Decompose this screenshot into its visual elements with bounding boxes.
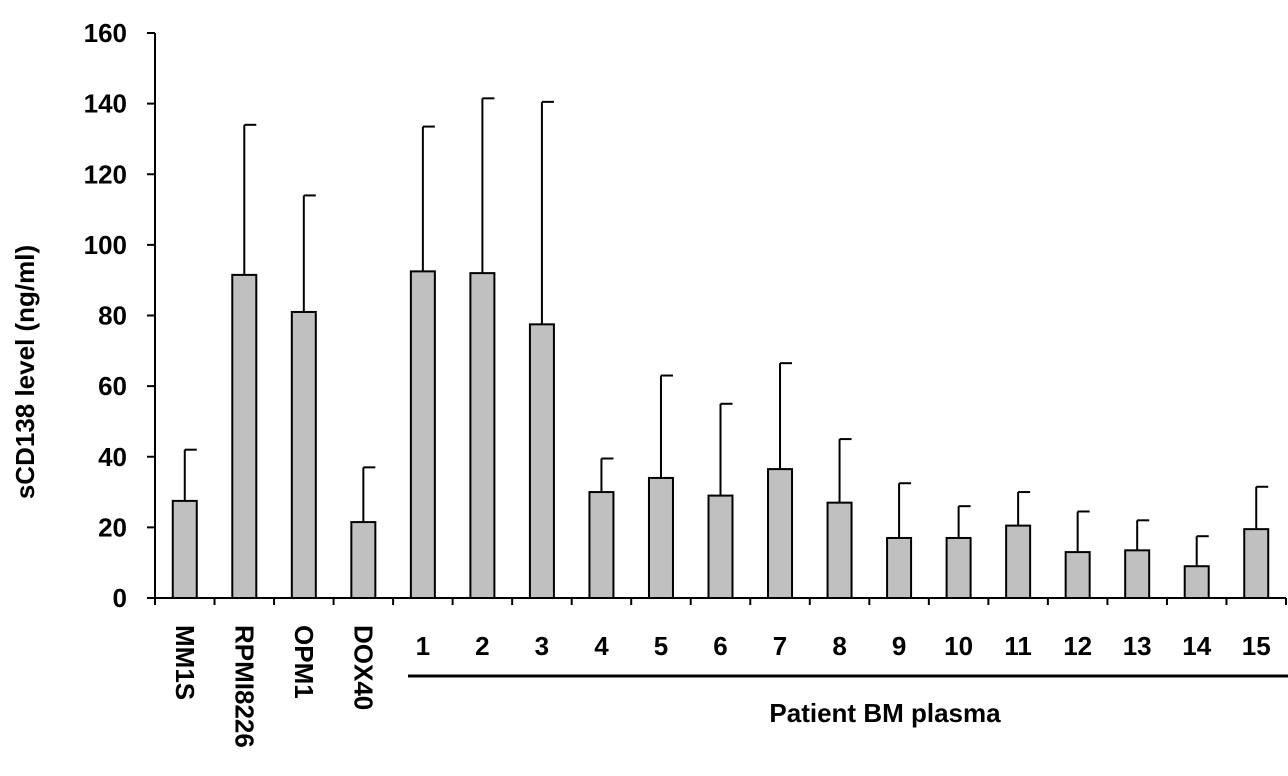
bar: [647, 476, 674, 599]
bar: [588, 491, 615, 599]
y-tick-label: 0: [113, 583, 127, 613]
x-category-label: 13: [1123, 631, 1152, 661]
bar: [1005, 524, 1032, 599]
y-tick-label: 80: [98, 301, 127, 331]
bar: [1183, 565, 1210, 599]
y-tick-label: 60: [98, 371, 127, 401]
x-category-label: 11: [1004, 631, 1032, 661]
bar: [409, 270, 436, 599]
x-category-label: 4: [594, 631, 609, 661]
bar: [1243, 528, 1270, 599]
x-axis: MM1S RPMI8226 OPM1 DOX40 1 2 3 4 5 6 7 8 9 10 11 12 13 14…: [154, 597, 1287, 748]
x-category-label: RPMI8226: [229, 625, 259, 748]
y-tick-label: 140: [84, 89, 127, 119]
bar: [469, 272, 496, 599]
patient-group-label: Patient BM plasma: [769, 698, 1001, 728]
y-tick-label: 160: [84, 18, 127, 48]
bar: [350, 521, 377, 599]
y-tick-label: 100: [84, 230, 127, 260]
bar: [767, 468, 794, 599]
x-category-label: 1: [416, 631, 430, 661]
y-tick-label: 120: [84, 159, 127, 189]
bar: [1064, 551, 1091, 599]
bar: [528, 323, 555, 599]
bars-group: [171, 97, 1270, 599]
x-category-label: OPM1: [289, 625, 319, 699]
bar: [231, 273, 258, 599]
x-category-label: MM1S: [170, 625, 200, 700]
x-category-label: 6: [713, 631, 727, 661]
x-category-label: 9: [892, 631, 906, 661]
bar: [707, 494, 734, 599]
x-category-label: 15: [1242, 631, 1271, 661]
bar: [886, 536, 913, 599]
x-category-label: 8: [832, 631, 846, 661]
bar: [171, 499, 198, 599]
y-axis: 0 20 40 60 80 100 120 140 160: [84, 18, 156, 613]
y-axis-title: sCD138 level (ng/ml): [10, 245, 40, 499]
x-category-label: 7: [773, 631, 787, 661]
x-category-label: 5: [654, 631, 668, 661]
x-category-label: 12: [1063, 631, 1092, 661]
x-category-label: 10: [944, 631, 973, 661]
bar: [945, 536, 972, 599]
x-category-label: 14: [1182, 631, 1211, 661]
bar: [290, 310, 317, 599]
y-tick-label: 20: [98, 512, 127, 542]
y-tick-label: 40: [98, 442, 127, 472]
x-category-label: 3: [535, 631, 549, 661]
bar: [826, 501, 853, 599]
x-category-label: 2: [475, 631, 489, 661]
bar: [1124, 549, 1151, 599]
x-category-label: DOX40: [348, 625, 378, 710]
